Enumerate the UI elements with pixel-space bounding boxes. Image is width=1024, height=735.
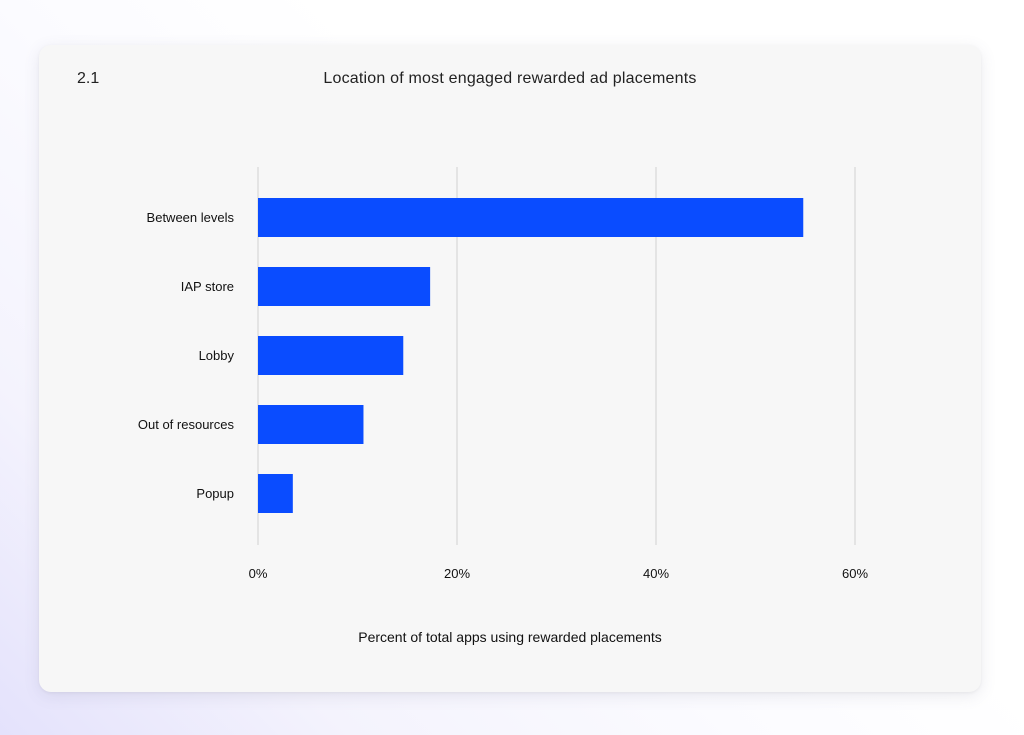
x-tick-label: 40% (643, 566, 669, 581)
category-label: Lobby (199, 348, 235, 363)
bar-chart: Between levels IAP store Lobby Out of resou… (138, 167, 868, 645)
bar-between-levels (258, 198, 804, 237)
bar-popup (258, 474, 293, 513)
category-label: Between levels (147, 210, 235, 225)
x-tick-label: 20% (444, 566, 470, 581)
chart-card: 2.1 Location of most engaged rewarded ad… (39, 45, 981, 692)
x-tick-label: 0% (249, 566, 268, 581)
x-tick-label: 60% (842, 566, 868, 581)
chart-title: Location of most engaged rewarded ad pla… (323, 70, 697, 87)
category-label: Popup (196, 486, 234, 501)
x-axis-label: Percent of total apps using rewarded pla… (358, 629, 662, 645)
bar-iap-store (258, 267, 431, 306)
category-label: Out of resources (138, 417, 235, 432)
bar-lobby (258, 336, 404, 375)
figure-number: 2.1 (77, 70, 100, 87)
category-label: IAP store (181, 279, 234, 294)
bar-out-of-resources (258, 405, 364, 444)
